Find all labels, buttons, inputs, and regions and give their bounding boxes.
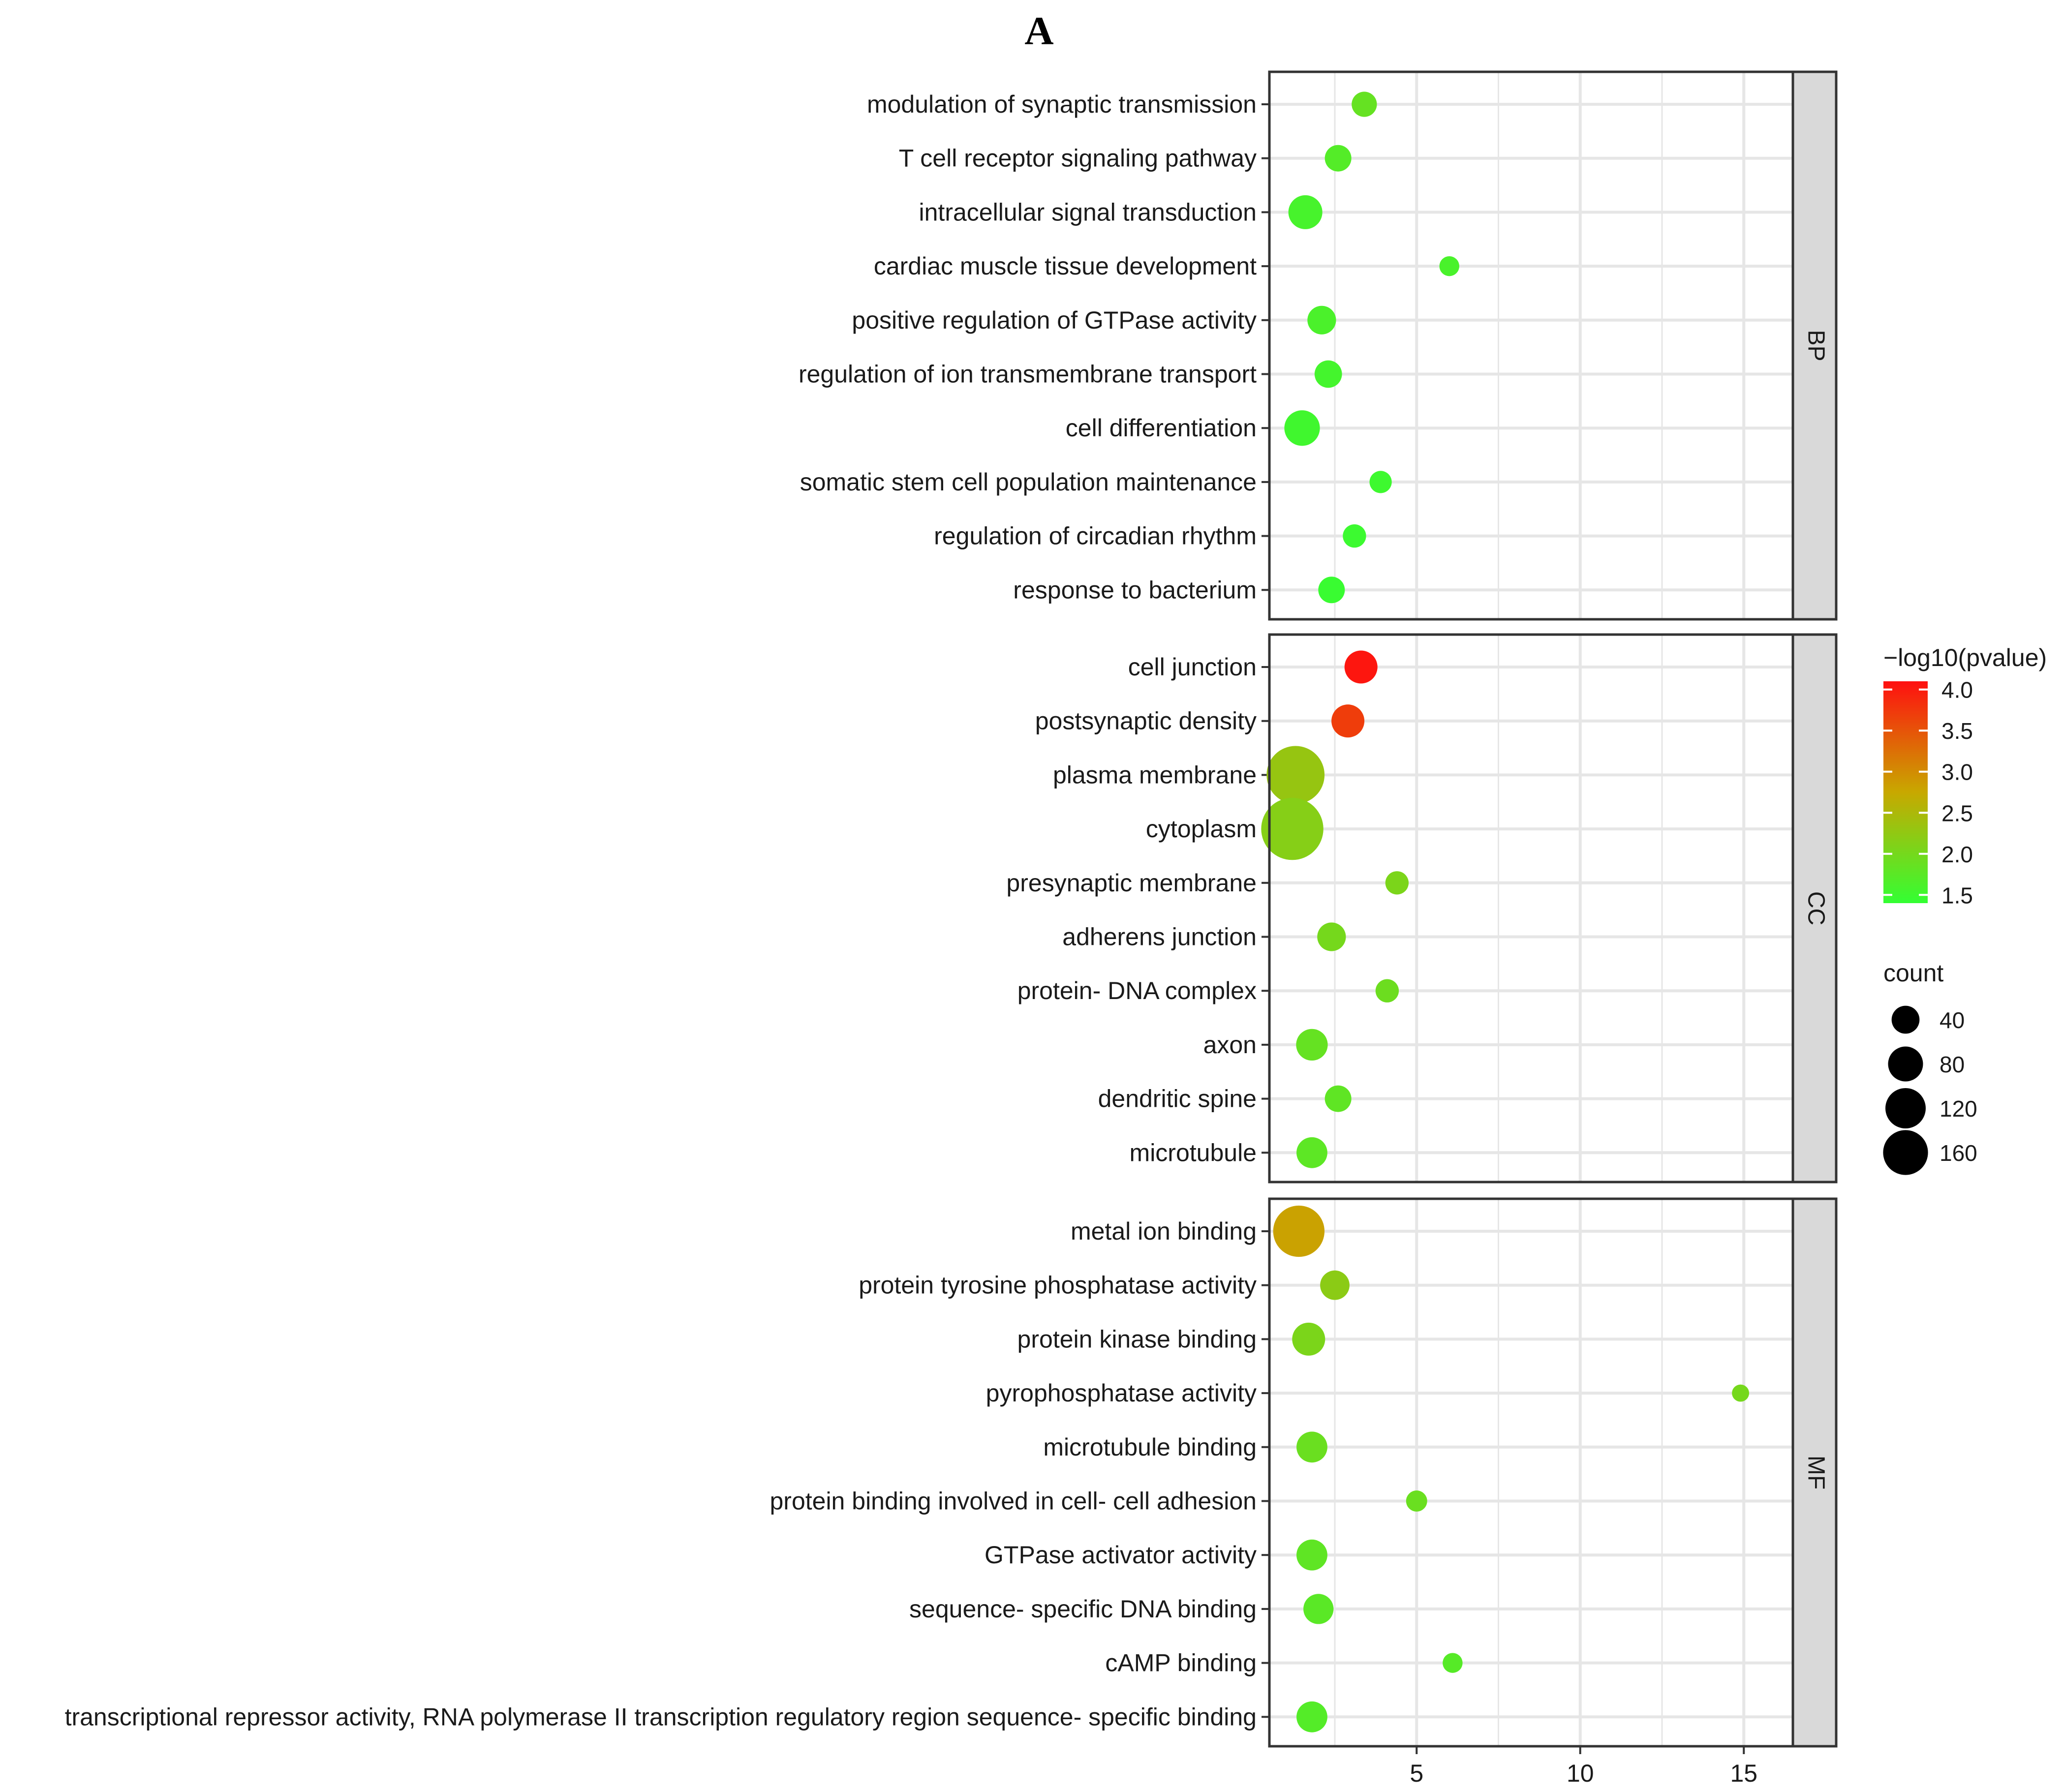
term-label: somatic stem cell population maintenance <box>800 468 1257 496</box>
data-point <box>1296 1431 1327 1463</box>
size-legend-point <box>1891 1005 1920 1034</box>
term-label: presynaptic membrane <box>1006 869 1257 897</box>
term-label: microtubule binding <box>1043 1433 1257 1461</box>
term-label: protein- DNA complex <box>1017 977 1257 1004</box>
term-label: transcriptional repressor activity, RNA … <box>65 1703 1257 1731</box>
term-label: postsynaptic density <box>1035 707 1257 735</box>
term-label: response to bacterium <box>1013 576 1257 604</box>
size-legend-label: 160 <box>1940 1140 1977 1166</box>
term-label: cytoplasm <box>1146 815 1257 843</box>
term-label: microtubule <box>1130 1139 1257 1166</box>
data-point <box>1292 1322 1325 1356</box>
data-point <box>1317 922 1346 951</box>
data-point <box>1296 1539 1327 1571</box>
data-point <box>1352 91 1377 117</box>
size-legend-label: 120 <box>1940 1096 1977 1122</box>
term-label: adherens junction <box>1062 923 1257 951</box>
x-axis: 5 10 15 <box>1410 1746 1757 1787</box>
term-label: positive regulation of GTPase activity <box>852 306 1257 334</box>
data-point <box>1318 577 1345 604</box>
data-point <box>1385 871 1409 895</box>
color-legend-label: 3.0 <box>1941 759 1973 785</box>
term-label: regulation of ion transmembrane transpor… <box>799 361 1257 388</box>
figure-label: A <box>1024 8 1053 53</box>
facet-bp: modulation of synaptic transmission T cel… <box>799 70 1838 621</box>
facet-strip <box>1791 633 1838 1184</box>
color-legend-bar <box>1883 681 1928 903</box>
term-label: cell differentiation <box>1066 414 1257 442</box>
size-legend-point <box>1883 1130 1928 1175</box>
facet-strip-label: MF <box>1803 1456 1829 1489</box>
data-point <box>1375 979 1399 1002</box>
term-label: protein tyrosine phosphatase activity <box>859 1272 1257 1299</box>
term-label: T cell receptor signaling pathway <box>899 145 1257 172</box>
term-label: protein kinase binding <box>1017 1325 1257 1353</box>
facet-mf: metal ion binding protein tyrosine phosph… <box>65 1197 1838 1748</box>
color-legend-label: 1.5 <box>1941 882 1973 908</box>
data-point <box>1732 1384 1750 1402</box>
data-point <box>1320 1270 1350 1300</box>
term-label: cAMP binding <box>1105 1649 1257 1677</box>
x-tick-label: 5 <box>1410 1760 1423 1787</box>
color-legend: −log10(pvalue) 4.0 3.5 3.0 2.5 2.0 1.5 <box>1883 644 2047 908</box>
facet-strip-label: CC <box>1803 891 1829 925</box>
x-tick-label: 10 <box>1567 1760 1594 1787</box>
data-point <box>1344 650 1378 684</box>
facet-strip-label: BP <box>1803 330 1829 361</box>
term-label: axon <box>1203 1031 1257 1059</box>
term-label: sequence- specific DNA binding <box>909 1595 1257 1623</box>
term-label: cell junction <box>1128 653 1257 681</box>
x-tick-label: 15 <box>1730 1760 1757 1787</box>
color-legend-label: 2.0 <box>1941 842 1973 867</box>
data-point <box>1303 1594 1334 1624</box>
size-legend-label: 80 <box>1940 1052 1965 1077</box>
facet-cc: cell junction postsynaptic density plasma … <box>1006 633 1838 1184</box>
data-point <box>1284 410 1320 446</box>
term-label: dendritic spine <box>1098 1085 1257 1113</box>
facet-strip <box>1791 70 1838 621</box>
data-point <box>1307 305 1336 334</box>
term-label: regulation of circadian rhythm <box>934 522 1257 550</box>
size-legend-point <box>1888 1046 1923 1082</box>
data-point <box>1296 1137 1327 1168</box>
color-legend-title: −log10(pvalue) <box>1883 644 2047 671</box>
term-label: modulation of synaptic transmission <box>867 91 1257 118</box>
size-legend: count 40 80 120 160 <box>1883 959 1977 1175</box>
term-label: cardiac muscle tissue development <box>874 252 1257 280</box>
data-point <box>1369 471 1392 493</box>
data-point <box>1324 1085 1352 1112</box>
color-legend-label: 2.5 <box>1941 800 1973 826</box>
data-point <box>1288 195 1323 229</box>
data-point <box>1296 1701 1327 1732</box>
data-point <box>1343 524 1366 548</box>
color-legend-label: 3.5 <box>1941 718 1973 744</box>
data-point <box>1296 1029 1328 1061</box>
data-point <box>1439 256 1459 276</box>
size-legend-title: count <box>1883 959 1943 987</box>
facet-strip <box>1791 1197 1838 1748</box>
data-point <box>1261 797 1324 860</box>
data-point <box>1324 145 1352 172</box>
data-point <box>1331 704 1365 738</box>
term-label: plasma membrane <box>1053 761 1257 789</box>
term-label: intracellular signal transduction <box>919 198 1257 226</box>
term-label: metal ion binding <box>1071 1217 1257 1245</box>
term-label: GTPase activator activity <box>985 1541 1257 1569</box>
data-point <box>1443 1653 1463 1673</box>
data-point <box>1406 1490 1427 1512</box>
data-point <box>1273 1205 1325 1257</box>
term-label: pyrophosphatase activity <box>986 1379 1257 1407</box>
size-legend-label: 40 <box>1940 1007 1965 1033</box>
data-point <box>1266 746 1325 804</box>
size-legend-point <box>1885 1088 1926 1128</box>
color-legend-label: 4.0 <box>1941 677 1973 703</box>
data-point <box>1314 360 1342 388</box>
term-label: protein binding involved in cell- cell a… <box>770 1488 1257 1515</box>
